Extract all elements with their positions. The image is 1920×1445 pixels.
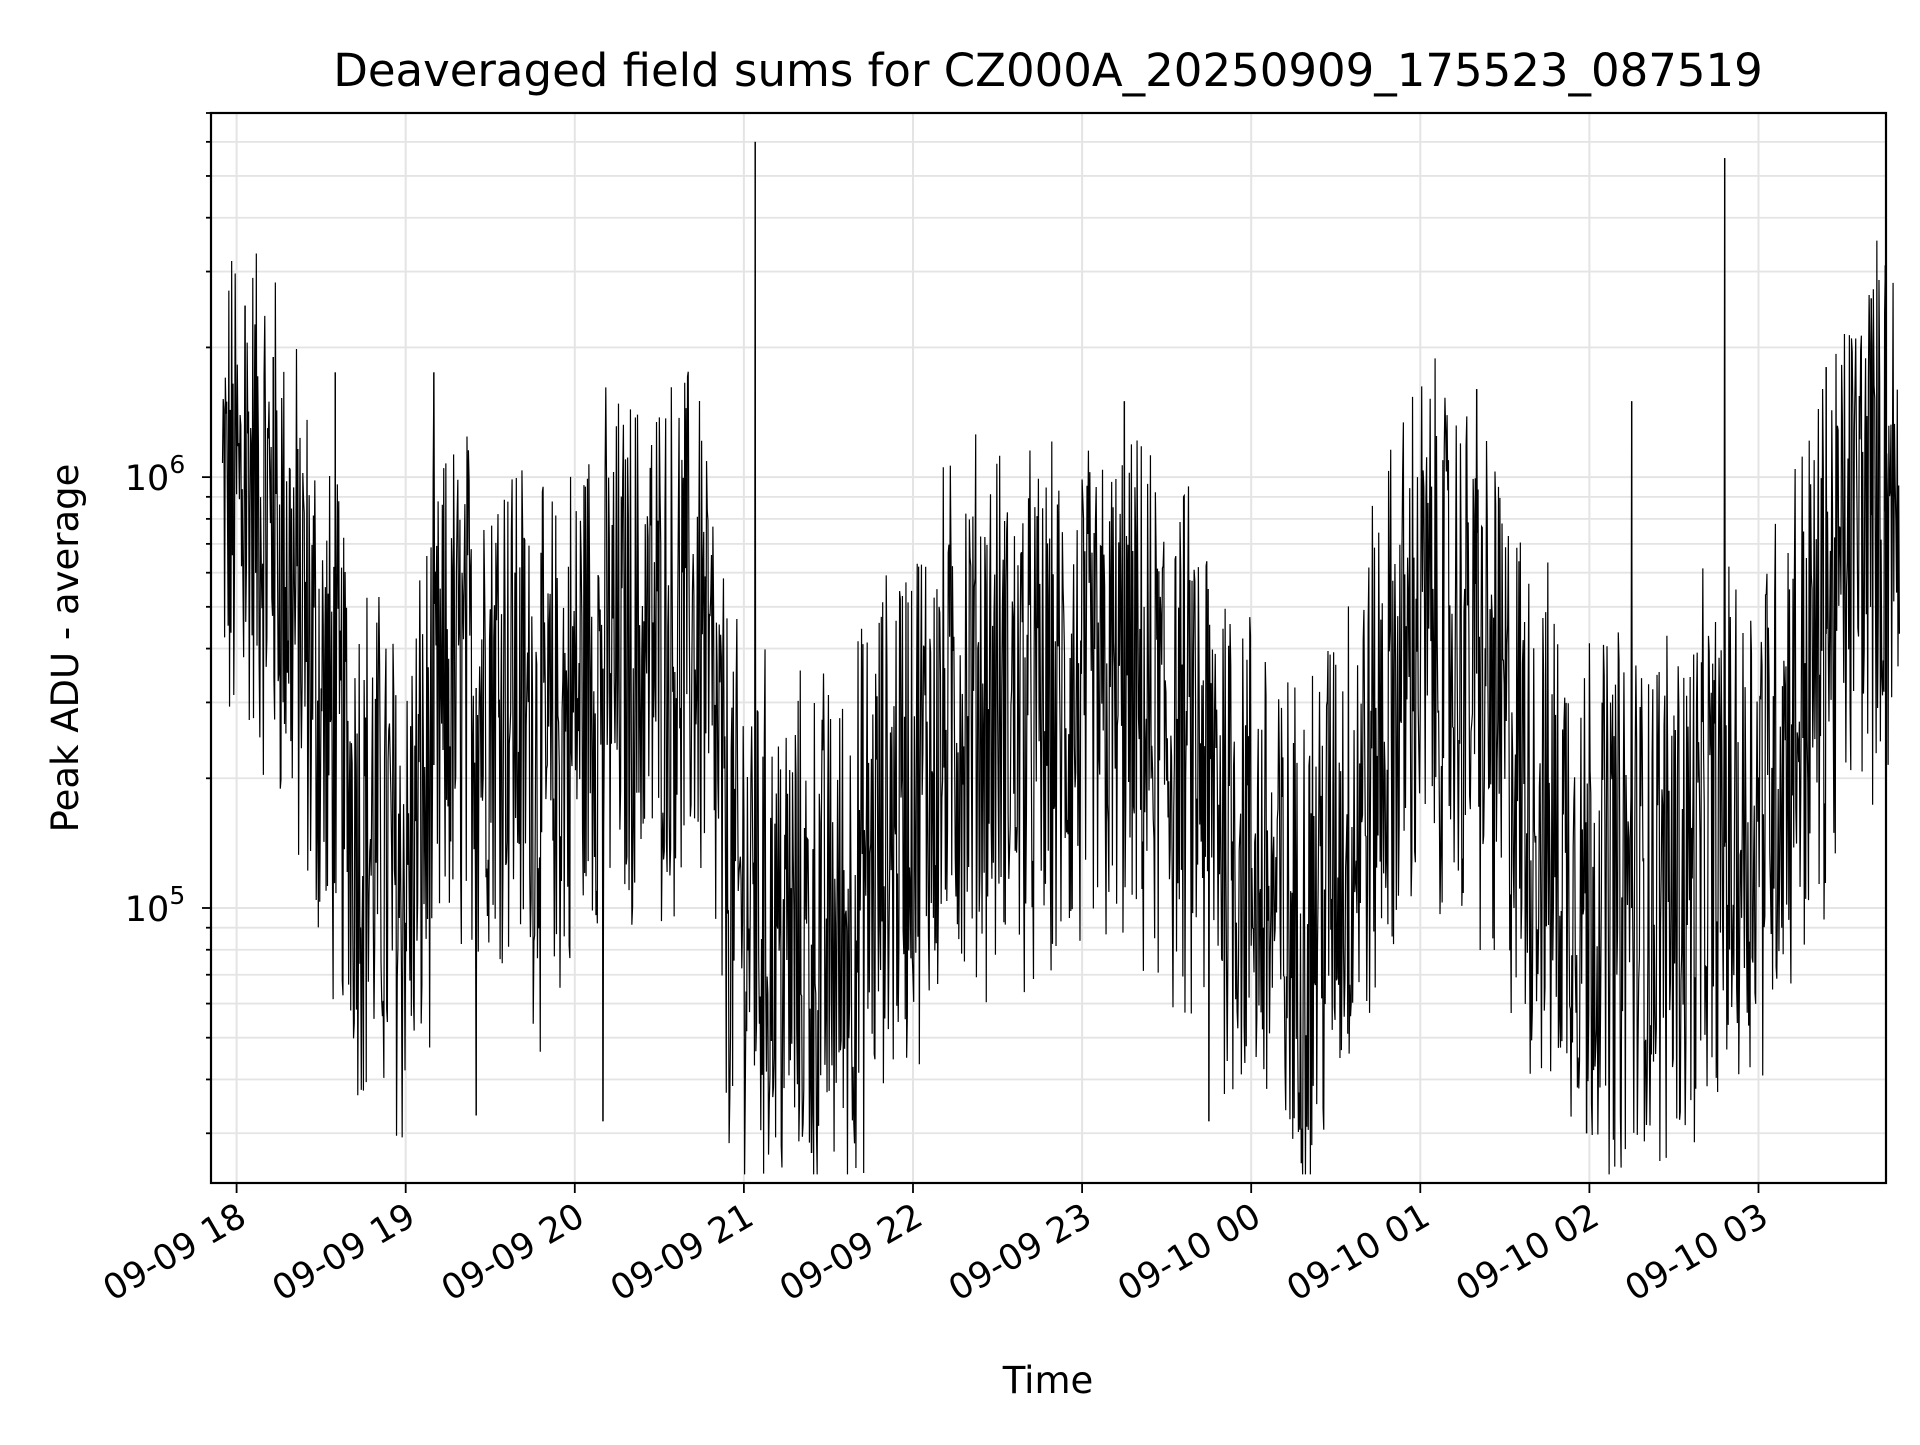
y-tick-label-base: 10 xyxy=(125,459,170,499)
x-axis-label: Time xyxy=(1002,1359,1094,1402)
y-tick-label-exponent: 5 xyxy=(169,881,185,910)
y-tick-label-exponent: 6 xyxy=(169,450,185,479)
series-line xyxy=(221,141,1901,1175)
chart-title: Deaveraged field sums for CZ000A_2025090… xyxy=(333,44,1763,97)
y-tick-label-base: 10 xyxy=(125,890,170,930)
series-path xyxy=(221,141,1901,1175)
y-tick-label: 106 xyxy=(125,450,185,499)
y-tick-label: 105 xyxy=(125,881,185,930)
y-axis-label: Peak ADU - average xyxy=(44,464,87,833)
